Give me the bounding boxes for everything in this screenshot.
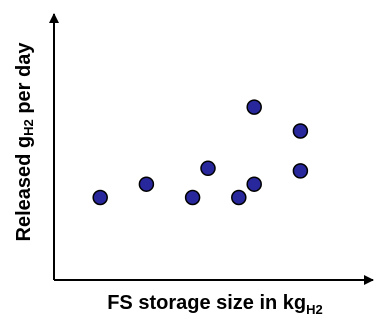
scatter-points: [92, 99, 309, 206]
data-point: [92, 189, 108, 206]
y-axis-label-subscript: H2: [21, 119, 36, 136]
data-point: [246, 99, 262, 115]
data-point: [138, 176, 155, 192]
data-point: [184, 189, 201, 206]
data-point: [246, 176, 262, 192]
x-axis-label: FS storage size in kgH2: [107, 292, 323, 317]
data-point: [200, 160, 216, 177]
x-axis-label-subscript: H2: [306, 302, 323, 317]
data-point: [292, 123, 309, 139]
data-point: [231, 189, 247, 206]
x-axis-label-main: FS storage size in kg: [107, 292, 306, 314]
y-axis-label-main: Released g: [13, 136, 35, 242]
y-axis-label-tail: per day: [13, 42, 35, 120]
data-point: [292, 163, 309, 179]
y-axis-label: Released gH2 per day: [13, 42, 36, 242]
